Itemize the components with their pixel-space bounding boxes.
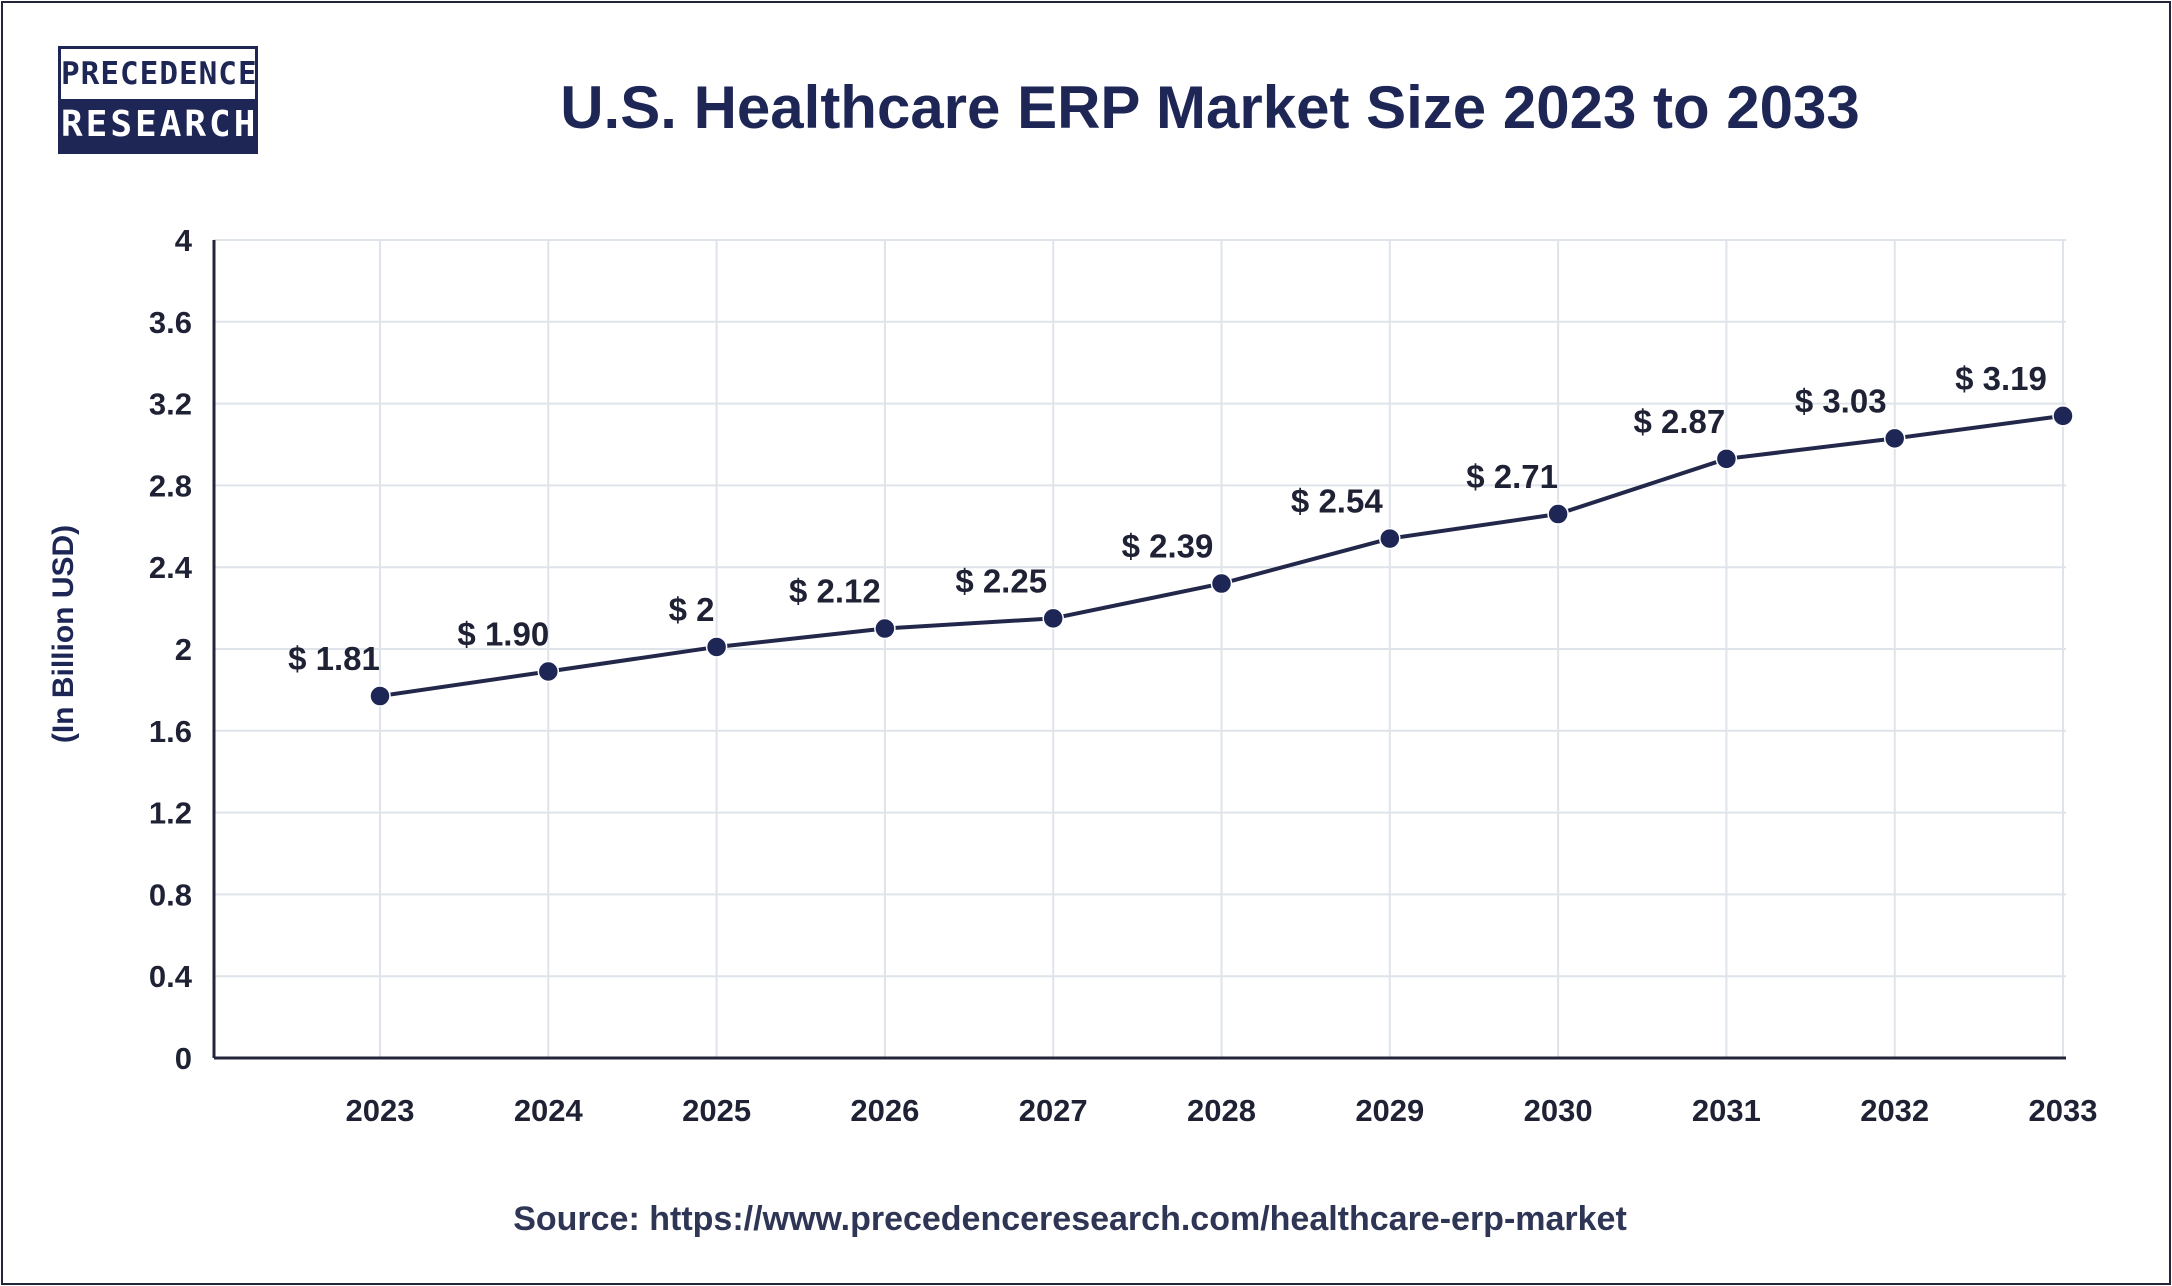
chart-axes	[212, 240, 2066, 1060]
data-point-2033	[2052, 405, 2074, 427]
x-tick-label-2029: 2029	[1355, 1093, 1424, 1128]
y-tick-label-4: 4	[175, 223, 193, 258]
data-point-2029	[1379, 527, 1401, 550]
y-tick-label-0.4: 0.4	[149, 959, 193, 994]
data-point-2023	[369, 685, 391, 707]
data-label-2024: $ 1.90	[457, 615, 549, 652]
data-point-2025	[705, 636, 728, 658]
data-label-2027: $ 2.25	[955, 562, 1047, 599]
data-label-2026: $ 2.12	[789, 573, 881, 610]
x-tick-label-2025: 2025	[682, 1093, 751, 1128]
data-point-2026	[874, 617, 896, 640]
data-label-2028: $ 2.39	[1122, 528, 1214, 565]
data-label-2033: $ 3.19	[1955, 360, 2047, 397]
logo-top-text: PRECEDENCE	[61, 49, 257, 99]
data-label-2029: $ 2.54	[1291, 483, 1383, 520]
y-tick-label-1.6: 1.6	[149, 714, 192, 749]
data-label-2025: $ 2	[669, 591, 715, 628]
data-point-2027	[1042, 607, 1064, 630]
data-point-2028	[1210, 572, 1233, 595]
x-tick-label-2032: 2032	[1860, 1093, 1929, 1128]
y-tick-label-0: 0	[175, 1041, 192, 1076]
data-point-2024	[537, 660, 560, 683]
y-tick-label-3.6: 3.6	[149, 305, 192, 340]
y-tick-label-2.8: 2.8	[149, 468, 192, 503]
x-tick-label-2024: 2024	[514, 1093, 584, 1128]
axis-tick-labels: 0 0.4 0.8 1.2 1.6 2 2.4 2.8 3.2 3.6 4 2023 2024 2025 2…	[149, 223, 2098, 1128]
logo-bottom-text: RESEARCH	[61, 99, 255, 151]
data-point-2030	[1547, 503, 1569, 525]
x-tick-label-2031: 2031	[1692, 1093, 1761, 1128]
source-text: Source: https://www.precedenceresearch.c…	[513, 1200, 1627, 1238]
x-tick-label-2033: 2033	[2029, 1093, 2098, 1128]
x-tick-label-2030: 2030	[1524, 1093, 1593, 1128]
x-tick-label-2028: 2028	[1187, 1093, 1256, 1128]
y-tick-label-2.4: 2.4	[149, 550, 193, 585]
x-tick-label-2023: 2023	[346, 1093, 415, 1128]
y-tick-label-3.2: 3.2	[149, 387, 192, 422]
data-label-2030: $ 2.71	[1466, 458, 1558, 495]
chart-grid	[214, 239, 2066, 1058]
chart-series	[369, 405, 2074, 707]
y-tick-label-0.8: 0.8	[149, 877, 192, 912]
chart-title: U.S. Healthcare ERP Market Size 2023 to …	[560, 74, 1860, 141]
precedence-research-logo: PRECEDENCE RESEARCH	[58, 46, 258, 154]
y-tick-label-1.2: 1.2	[149, 796, 192, 831]
x-tick-label-2026: 2026	[850, 1093, 919, 1128]
data-point-2031	[1715, 448, 1738, 470]
y-tick-label-2: 2	[175, 632, 192, 667]
x-tick-label-2027: 2027	[1019, 1093, 1088, 1128]
data-label-2031: $ 2.87	[1634, 403, 1726, 440]
data-label-2023: $ 1.81	[288, 640, 380, 677]
data-label-2032: $ 3.03	[1795, 382, 1887, 419]
chart-data-labels: $ 1.81 $ 1.90 $ 2 $ 2.12 $ 2.25 $ 2.39 $ 2.54 $…	[288, 360, 2047, 677]
data-point-2032	[1883, 427, 1906, 450]
